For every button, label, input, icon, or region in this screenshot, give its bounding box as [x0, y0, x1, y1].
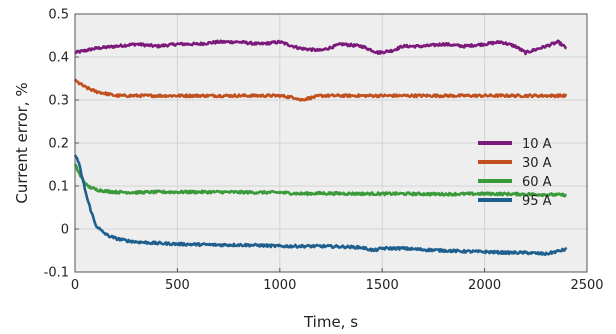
x-tick-label: 500 — [165, 278, 190, 293]
series-line-60a — [73, 163, 568, 198]
x-tick-label: 2500 — [570, 278, 603, 293]
y-tick-label: 0.2 — [48, 137, 69, 152]
y-tick-label: 0.4 — [48, 51, 69, 66]
y-tick-label: 0.1 — [48, 180, 69, 195]
x-tick-label: 1000 — [263, 278, 296, 293]
series-line-95a — [73, 154, 568, 257]
series-lines — [73, 39, 568, 257]
x-tick-label: 1500 — [366, 278, 399, 293]
legend-label: 10 A — [522, 137, 552, 152]
legend: 10 A 30 A 60 A 95 A — [478, 137, 552, 209]
x-tick-label: 2000 — [468, 278, 501, 293]
legend-label: 60 A — [522, 175, 552, 190]
y-tick-label: 0 — [61, 223, 69, 238]
series-line-10a — [74, 39, 568, 56]
x-tick-label: 0 — [71, 278, 79, 293]
y-axis-label: Current error, % — [13, 82, 31, 203]
y-tick-label: 0.3 — [48, 94, 69, 109]
y-tick-label: -0.1 — [44, 266, 69, 281]
x-axis-label: Time, s — [303, 313, 358, 331]
series-line-30a — [73, 78, 568, 102]
ticks: 0 500 1000 1500 2000 2500-0.100.10.20.30.40.5 — [44, 8, 604, 294]
legend-label: 95 A — [522, 194, 552, 209]
legend-label: 30 A — [522, 156, 552, 171]
y-tick-label: 0.5 — [48, 8, 69, 23]
